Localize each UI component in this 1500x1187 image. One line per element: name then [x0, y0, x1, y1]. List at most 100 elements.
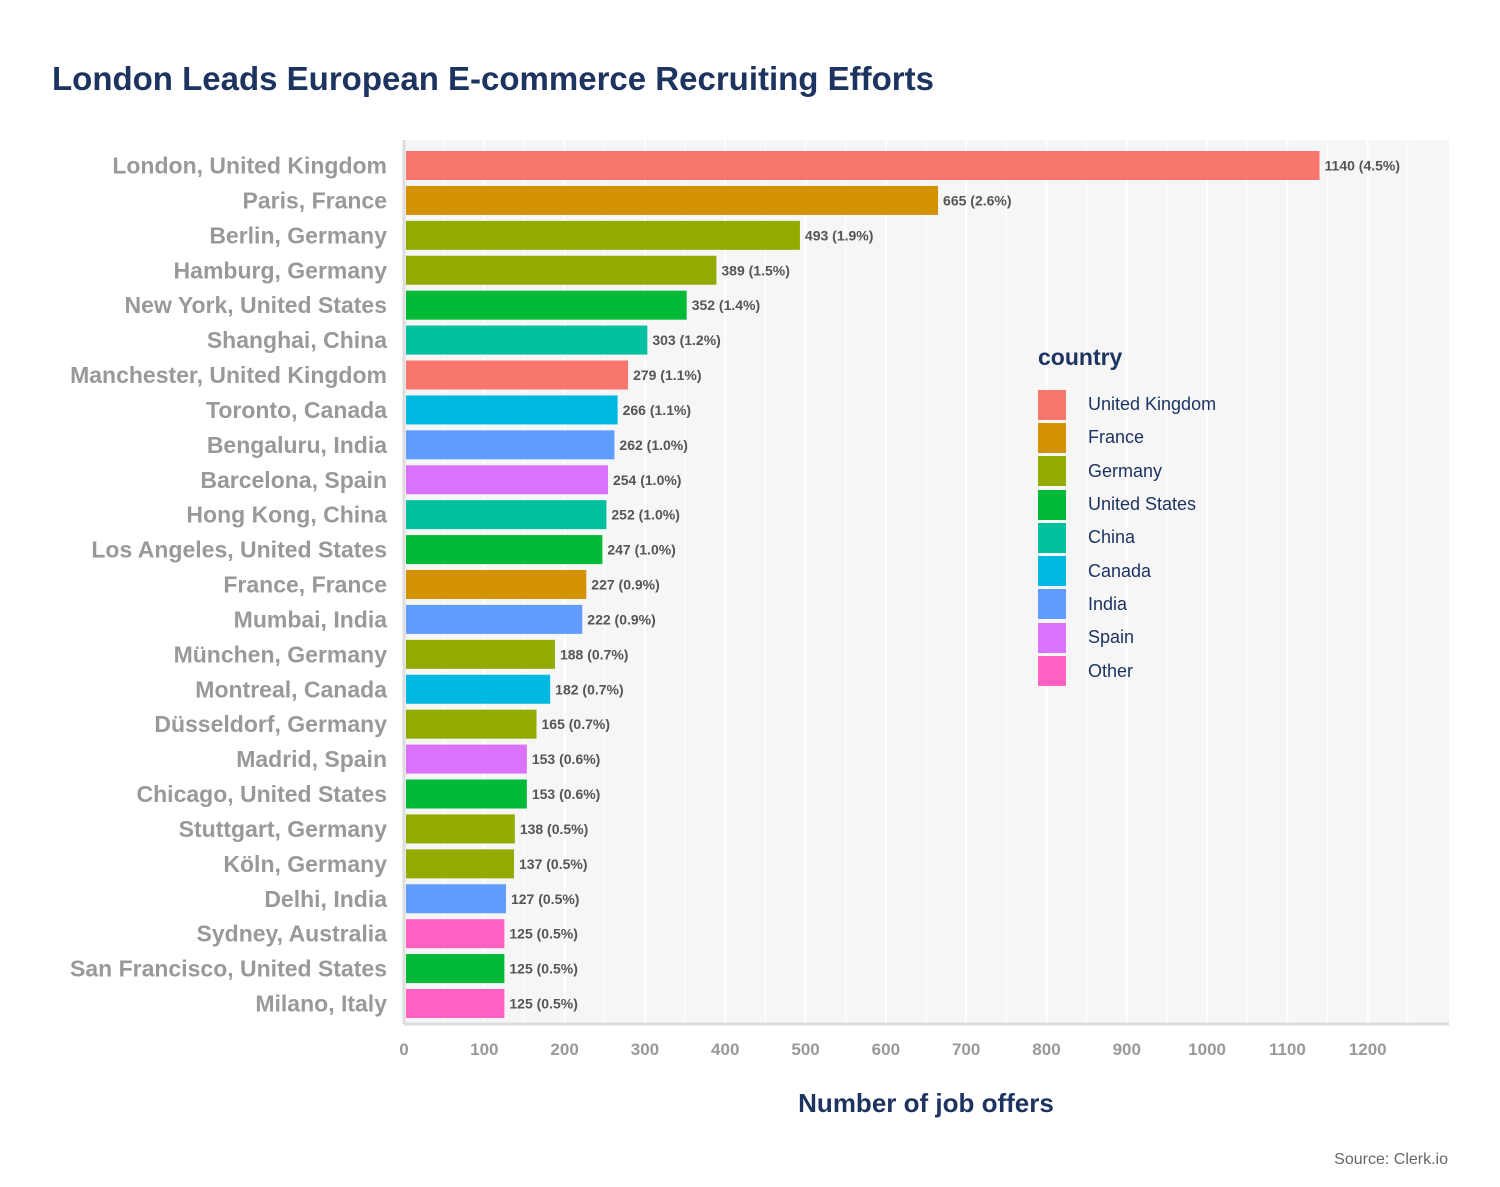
y-axis-labels: London, United Kingdom Paris, France Berli…	[70, 153, 387, 1017]
x-tick-label: 800	[1032, 1040, 1060, 1059]
bar-value-label: 254 (1.0%)	[613, 472, 681, 488]
bar-value-label: 165 (0.7%)	[542, 716, 610, 732]
bar-value-label: 493 (1.9%)	[805, 227, 873, 243]
y-tick-label: Paris, France	[243, 187, 387, 213]
bar-value-label: 247 (1.0%)	[607, 542, 675, 558]
y-tick-label: Shanghai, China	[207, 327, 387, 353]
y-tick-label: Barcelona, Spain	[200, 467, 387, 493]
bar	[406, 989, 505, 1019]
bar-value-label: 153 (0.6%)	[532, 751, 600, 767]
bar	[406, 185, 939, 215]
bar-value-label: 222 (0.9%)	[587, 611, 655, 627]
legend-swatch	[1038, 389, 1066, 420]
legend-swatch	[1038, 522, 1066, 553]
legend-item: Spain	[1038, 621, 1216, 654]
bar-value-label: 389 (1.5%)	[721, 262, 789, 278]
bar	[406, 151, 1320, 180]
bar	[406, 535, 603, 565]
legend-label: China	[1088, 527, 1136, 548]
bar	[406, 744, 527, 774]
y-tick-label: Düsseldorf, Germany	[154, 711, 387, 737]
legend-swatch	[1038, 622, 1066, 653]
x-tick-label: 500	[791, 1040, 819, 1059]
y-tick-label: London, United Kingdom	[112, 153, 387, 179]
legend-label: Spain	[1088, 627, 1135, 648]
x-tick-label: 900	[1113, 1040, 1141, 1059]
legend-label: Canada	[1088, 560, 1152, 581]
bar	[406, 500, 607, 530]
bar-value-label: 137 (0.5%)	[519, 856, 587, 872]
legend-swatch	[1038, 556, 1066, 587]
x-tick-label: 700	[952, 1040, 980, 1059]
bar-value-label: 252 (1.0%)	[611, 507, 679, 523]
bar	[406, 290, 687, 320]
bar	[406, 570, 587, 600]
x-tick-label: 100	[470, 1040, 498, 1059]
bar-value-label: 262 (1.0%)	[619, 437, 687, 453]
legend-swatch	[1038, 656, 1066, 687]
bar-value-label: 303 (1.2%)	[652, 332, 720, 348]
y-tick-label: Berlin, Germany	[209, 222, 387, 248]
y-tick-label: Los Angeles, United States	[91, 537, 387, 563]
bar	[406, 430, 615, 460]
chart-title: London Leads European E-commerce Recruit…	[52, 60, 934, 97]
legend-items: United Kingdom France Germany United States…	[1038, 388, 1216, 688]
y-tick-label: Madrid, Spain	[236, 746, 387, 772]
source-note: Source: Clerk.io	[1334, 1151, 1448, 1168]
y-tick-label: New York, United States	[125, 292, 387, 318]
bar-value-label: 127 (0.5%)	[511, 891, 579, 907]
bar-value-label: 125 (0.5%)	[509, 926, 577, 942]
y-tick-label: Köln, Germany	[223, 851, 387, 877]
bar	[406, 639, 555, 669]
legend-item: India	[1038, 588, 1216, 621]
bar-value-label: 188 (0.7%)	[560, 646, 628, 662]
bar-value-label: 279 (1.1%)	[633, 367, 701, 383]
x-tick-label: 400	[711, 1040, 739, 1059]
y-tick-label: San Francisco, United States	[70, 956, 387, 982]
legend-swatch	[1038, 456, 1066, 487]
legend-item: Other	[1038, 654, 1216, 687]
bar	[406, 849, 515, 879]
y-tick-label: Toronto, Canada	[206, 397, 387, 423]
y-tick-label: Hong Kong, China	[186, 502, 387, 528]
legend-label: United States	[1088, 494, 1197, 515]
x-tick-label: 0	[399, 1040, 408, 1059]
bar	[406, 919, 505, 949]
value-labels: 1140 (4.5%) 665 (2.6%) 493 (1.9%) 389 (1.5%…	[509, 158, 1400, 1012]
bar-value-label: 125 (0.5%)	[509, 996, 577, 1012]
y-tick-label: Stuttgart, Germany	[179, 816, 388, 842]
bar-value-label: 352 (1.4%)	[692, 297, 760, 313]
bar	[406, 884, 506, 914]
bar-value-label: 153 (0.6%)	[532, 786, 600, 802]
x-axis-title: Number of job offers	[798, 1088, 1054, 1118]
bar-value-label: 266 (1.1%)	[623, 402, 691, 418]
bar	[406, 674, 551, 704]
bar-value-label: 138 (0.5%)	[520, 821, 588, 837]
legend-item: France	[1038, 421, 1216, 454]
bar-value-label: 1140 (4.5%)	[1325, 158, 1401, 174]
x-tick-label: 200	[550, 1040, 578, 1059]
bars	[406, 151, 1320, 1019]
bar-value-label: 182 (0.7%)	[555, 681, 623, 697]
y-tick-label: Mumbai, India	[234, 606, 388, 632]
x-tick-label: 1100	[1269, 1040, 1306, 1059]
bar	[406, 954, 505, 984]
bar	[406, 465, 608, 495]
bar	[406, 814, 515, 844]
legend-label: Germany	[1088, 460, 1163, 481]
legend-label: United Kingdom	[1088, 394, 1217, 415]
legend-label: France	[1088, 427, 1145, 448]
legend-item: United States	[1038, 488, 1216, 521]
legend-label: Other	[1088, 660, 1134, 681]
legend-item: United Kingdom	[1038, 388, 1216, 421]
legend: country United Kingdom France Germany Unite…	[1038, 344, 1216, 688]
y-tick-label: Delhi, India	[264, 886, 387, 912]
legend-swatch	[1038, 489, 1066, 520]
bar	[406, 779, 527, 809]
x-tick-label: 300	[631, 1040, 659, 1059]
legend-swatch	[1038, 589, 1066, 620]
y-tick-label: Hamburg, Germany	[174, 257, 388, 283]
bar	[406, 360, 629, 390]
bar	[406, 255, 717, 285]
